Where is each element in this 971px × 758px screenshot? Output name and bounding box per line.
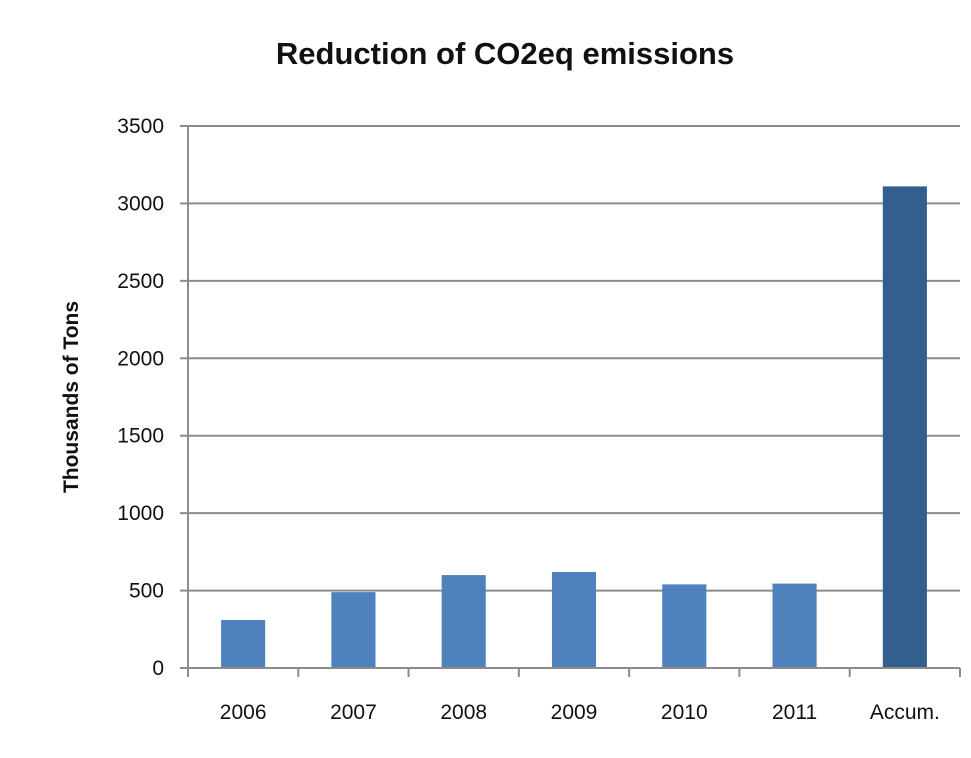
y-tick-label: 3000 <box>117 192 164 215</box>
x-tick-label: 2011 <box>772 701 817 724</box>
bar-accum <box>882 186 927 668</box>
y-tick-labels: 0 500 1000 1500 2000 2500 3000 3500 <box>117 115 164 680</box>
y-tick-label: 500 <box>129 580 164 603</box>
bar-2010 <box>662 584 707 668</box>
bar-2006 <box>221 619 266 668</box>
bar-2008 <box>441 575 486 668</box>
x-tick-label: 2007 <box>330 701 377 724</box>
x-tick-label: 2009 <box>551 701 598 724</box>
x-tick-labels: 2006 2007 2008 2009 2010 2011 Accum. <box>220 701 940 724</box>
y-tick-label: 2000 <box>117 347 164 370</box>
x-tick-label: 2008 <box>440 701 487 724</box>
x-tick-label: Accum. <box>870 701 940 724</box>
axes <box>180 125 961 677</box>
bar-2007 <box>331 592 376 668</box>
y-axis-title: Thousands of Tons <box>60 301 83 493</box>
x-tick-label: 2010 <box>661 701 708 724</box>
y-tick-label: 1500 <box>117 425 164 448</box>
bar-2011 <box>772 583 817 668</box>
x-tick-label: 2006 <box>220 701 267 724</box>
y-tick-label: 0 <box>152 657 164 680</box>
gridlines <box>188 125 960 592</box>
bar-2009 <box>551 571 597 668</box>
y-tick-label: 3500 <box>117 115 164 138</box>
y-tick-label: 1000 <box>117 502 164 525</box>
bars <box>221 186 927 668</box>
y-tick-label: 2500 <box>117 270 164 293</box>
chart-title: Reduction of CO2eq emissions <box>276 36 734 71</box>
